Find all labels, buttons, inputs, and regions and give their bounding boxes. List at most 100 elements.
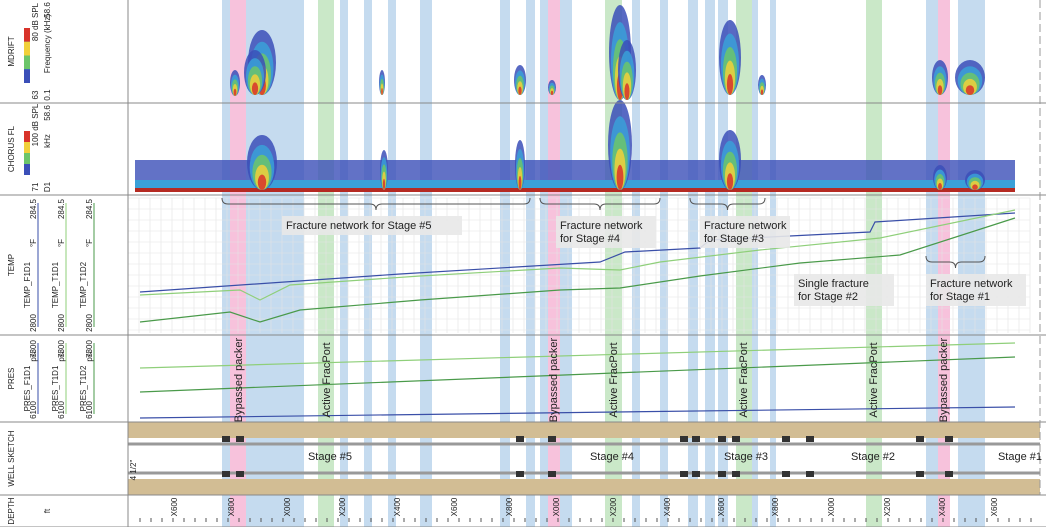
header-label: X400 [938,497,947,516]
packer [806,436,814,442]
spectrum-blob [624,83,629,100]
header-label: CHORUS FL [7,125,16,172]
header-label: WELL SKETCH [7,430,16,486]
stage-label: Stage #5 [308,451,352,463]
header-label: X800 [771,497,780,516]
spectrum-blob [258,175,266,190]
header-label: 4 1/2" [129,460,138,481]
zone-label: Bypassed packer [938,337,950,422]
zone-label: Active FracPort [321,342,333,417]
header-label: X600 [990,497,999,516]
zone-label: Bypassed packer [233,337,245,422]
color-scale [24,142,30,153]
header-label: 0.1 [43,89,52,101]
zone-band [526,0,535,527]
zone-band [540,0,548,527]
spectrum-blob [617,165,624,190]
spectrum-blob [938,183,942,190]
zone-band [340,0,348,527]
header-label: 71 [31,182,40,191]
stage-label: Stage #1 [998,451,1042,463]
stage-label: Stage #3 [724,451,768,463]
header-label: 6100 [85,401,94,419]
header-label: TEMP_T1D2 [79,261,88,308]
zone-label: Bypassed packer [548,337,560,422]
packer [732,436,740,442]
header-label: TEMP_T1D1 [51,261,60,308]
packer [680,436,688,442]
annotation: for Stage #1 [930,291,990,303]
spectrum-blob [966,85,974,95]
spectrum-blob [938,85,942,95]
annotation: for Stage #3 [704,233,764,245]
zone-band [364,0,372,527]
zone-band [548,0,560,527]
packer [782,471,790,477]
color-scale [24,28,30,42]
header-label: X400 [393,497,402,516]
header-label: DEPTH [7,497,16,524]
zone-label: Active FracPort [608,342,620,417]
header-label: 63 [31,90,40,99]
packer [732,471,740,477]
header-label: PRES [7,368,16,390]
color-scale [24,153,30,164]
annotation: Single fracture [798,278,869,290]
header-label: X000 [827,497,836,516]
zone-band [770,0,776,527]
annotation: Fracture network [704,220,787,232]
header-label: kHz [43,134,52,148]
spectrum-blob [972,184,978,190]
header-label: 6100 [29,401,38,419]
packer [782,436,790,442]
spectrum-blob [234,89,237,96]
header-label: °F [57,239,66,247]
spectrum-base [135,188,1015,192]
header-label: 284.5 [85,198,94,219]
header-label: 80 dB SPL [31,2,40,41]
zone-band [705,0,715,527]
packer [916,436,924,442]
packer [516,471,524,477]
header-label: 284.5 [57,198,66,219]
header-label: X800 [227,497,236,516]
packer [945,436,953,442]
packer [718,471,726,477]
formation [128,479,1040,495]
zone-band [222,0,230,527]
header-label: X800 [505,497,514,516]
header-label: 100 dB SPL [31,103,40,146]
header-label: TEMP_F1D1 [23,261,32,308]
annotation: Fracture network [930,278,1013,290]
header-label: X600 [170,497,179,516]
packer [548,436,556,442]
log-view: MDRIFTCHORUS FLTEMPPRESWELL SKETCHDEPTH8… [0,0,1046,527]
annotation: for Stage #4 [560,233,620,245]
header-label: X200 [609,497,618,516]
spectrum-blob [727,74,733,95]
spectrum-blob [383,179,385,190]
spectrum-blob [518,87,521,95]
packer [718,436,726,442]
header-label: psi [85,351,94,361]
header-label: °F [85,239,94,247]
packer [692,436,700,442]
zone-band [866,0,882,527]
header-label: 2800 [57,314,66,332]
spectrum-blob [551,91,553,95]
header-label: psi [57,351,66,361]
zone-label: Active FracPort [738,342,750,417]
zone-label: Active FracPort [868,342,880,417]
header-label: X200 [883,497,892,516]
stage-label: Stage #2 [851,451,895,463]
packer [222,436,230,442]
header-label: X000 [283,497,292,516]
packer [692,471,700,477]
header-label: X000 [552,497,561,516]
stage-label: Stage #4 [590,451,634,463]
header-label: MDRIFT [7,36,16,66]
header-label: Frequency (kHz) [43,14,52,73]
packer [916,471,924,477]
header-label: X400 [663,497,672,516]
annotation: Fracture network for Stage #5 [286,220,432,232]
